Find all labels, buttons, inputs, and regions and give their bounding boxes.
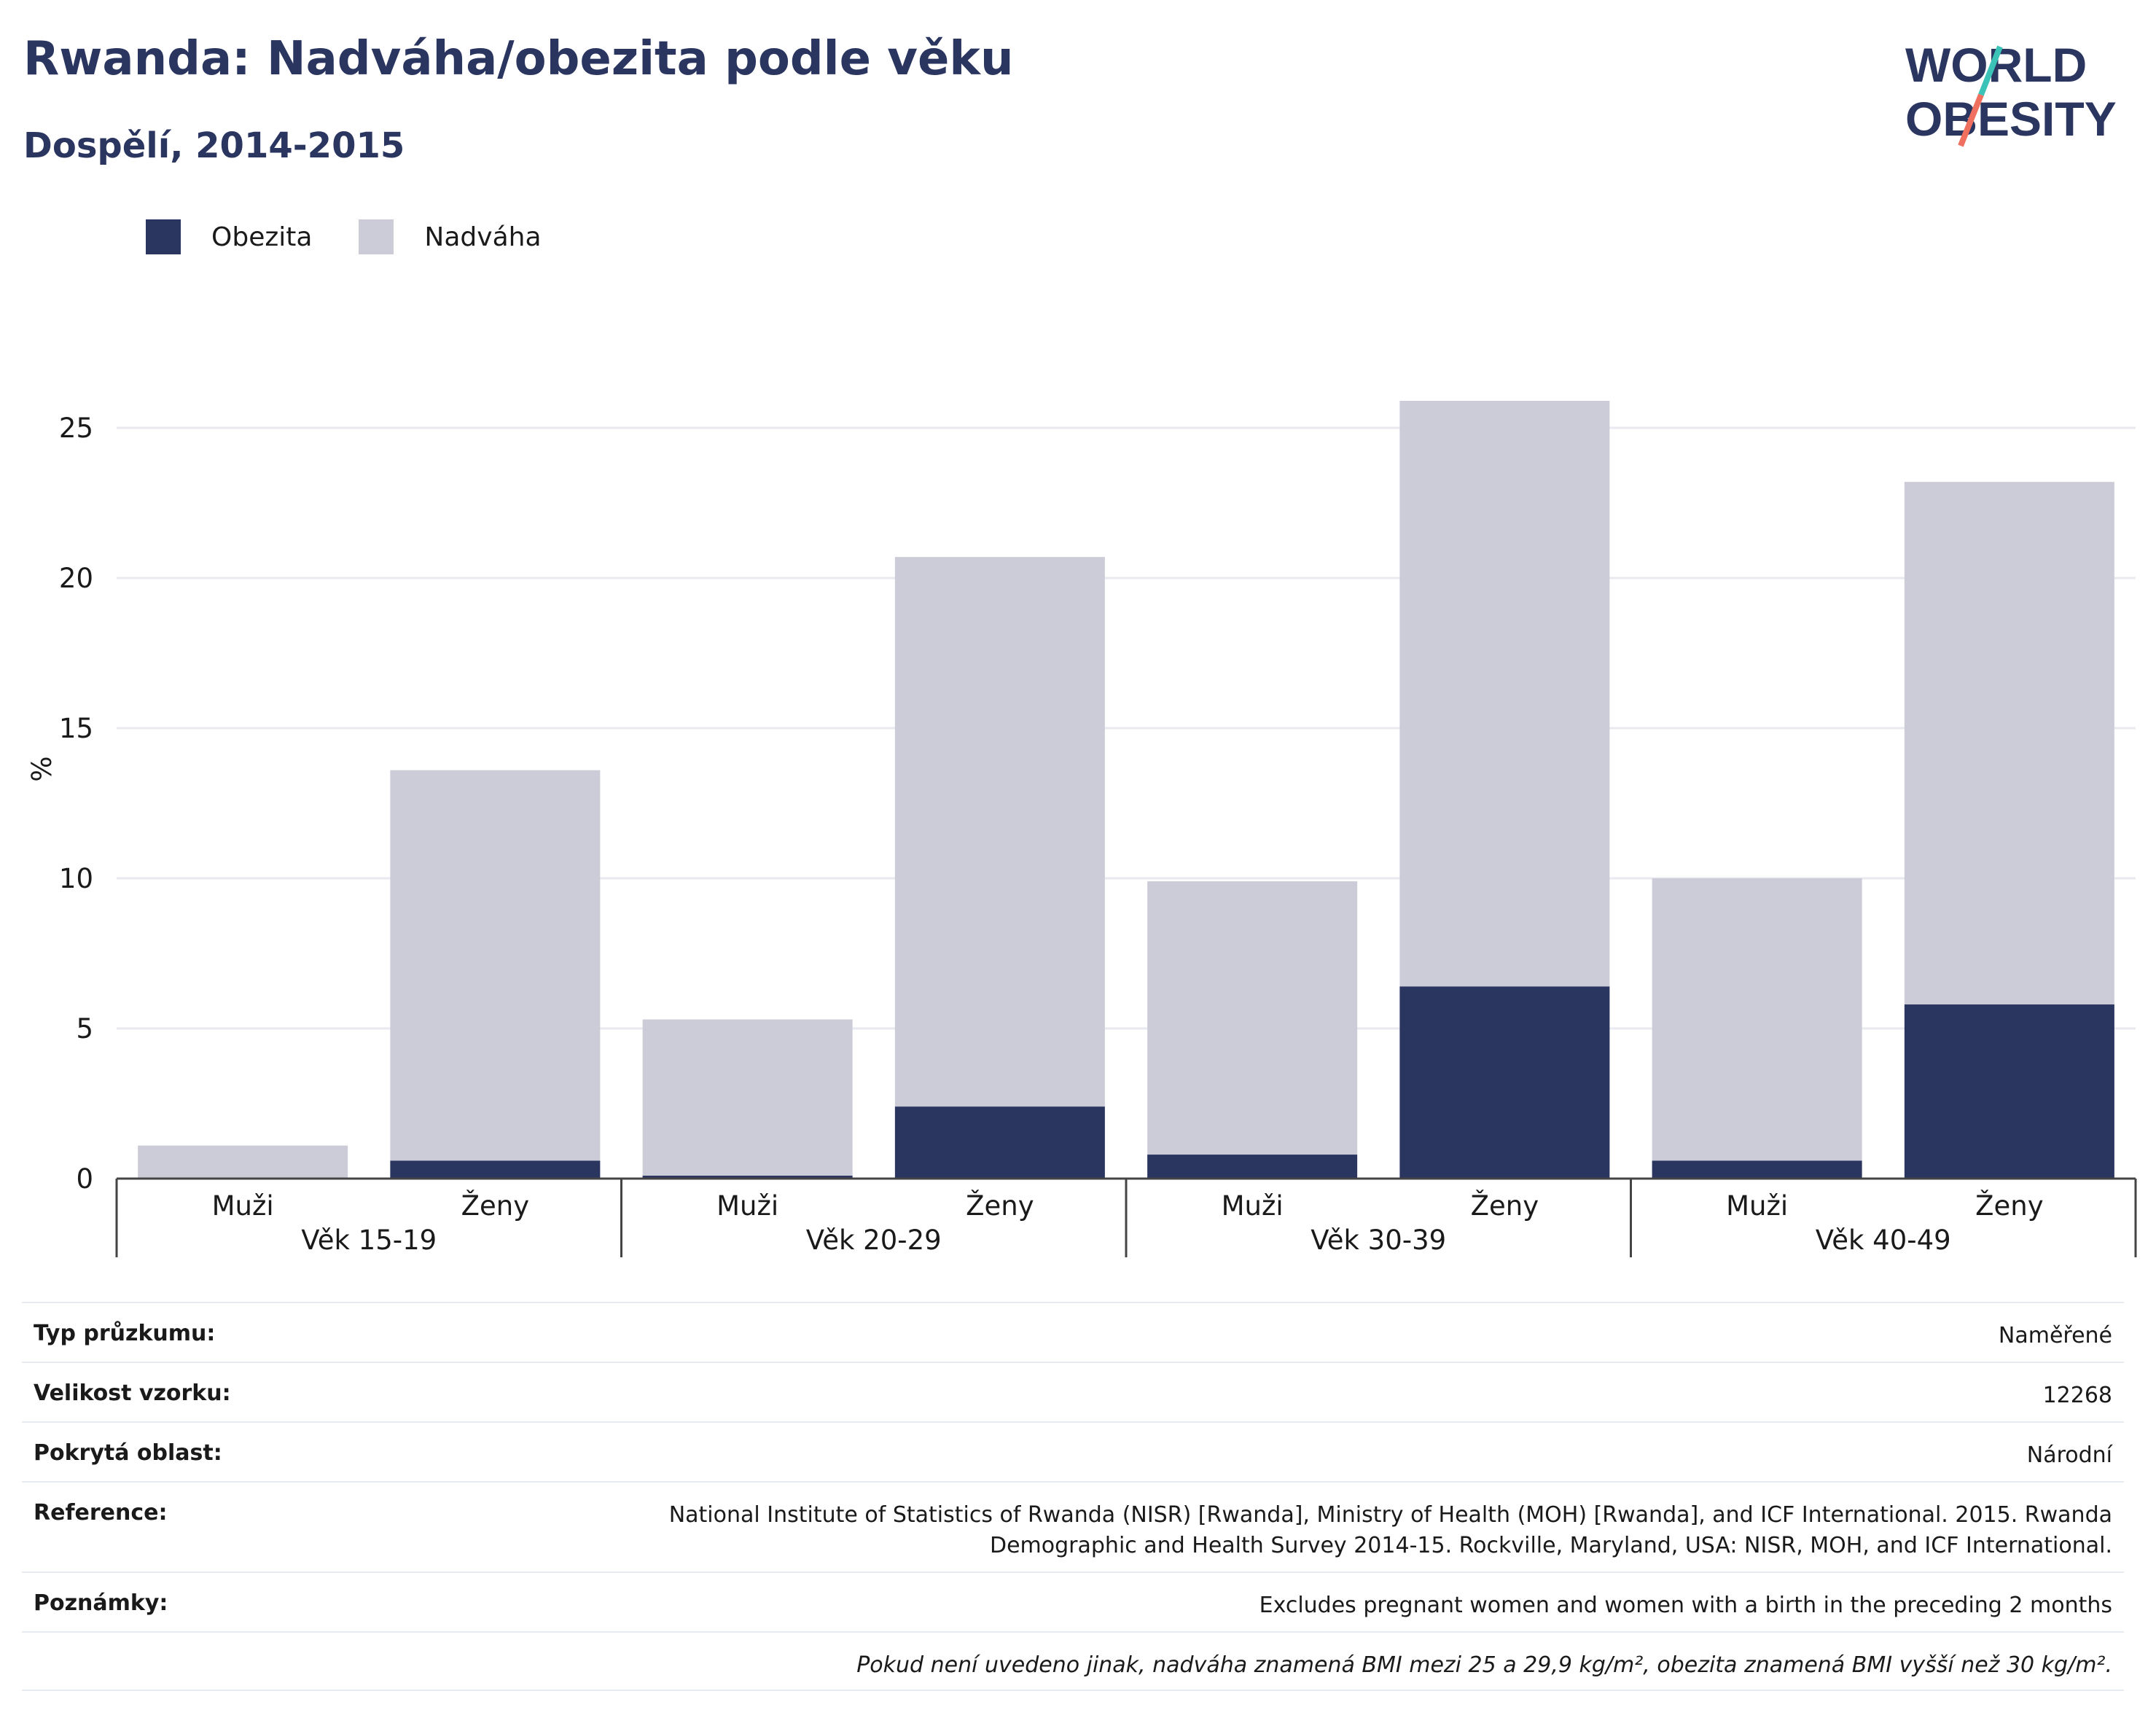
bar-obezita[interactable]: [642, 1175, 853, 1179]
info-value: National Institute of Statistics of Rwan…: [668, 1502, 2112, 1558]
x-tick-label: Ženy: [966, 1190, 1034, 1222]
chart-subtitle: Dospělí, 2014-2015: [23, 125, 405, 166]
info-table: Typ průzkumu: Naměřené Velikost vzorku: …: [22, 1302, 2124, 1691]
bar-nadvaha[interactable]: [1147, 881, 1358, 1155]
stacked-bar-chart: 0 5 10 15 20 25% Muži Ženy Muži Ženy Muži Ženy Muži Ž…: [26, 400, 2137, 1257]
x-tick-label: Ženy: [461, 1190, 529, 1222]
info-value: Excludes pregnant women and women with a…: [1259, 1593, 2112, 1618]
group-label: Věk 15-19: [301, 1225, 437, 1256]
bar-nadvaha[interactable]: [390, 770, 601, 1161]
info-key: Poznámky:: [34, 1590, 168, 1616]
bar-nadvaha[interactable]: [1399, 400, 1610, 987]
info-row-area-covered: Pokrytá oblast: Národní: [22, 1421, 2124, 1481]
footnote: Pokud není uvedeno jinak, nadváha znamen…: [856, 1652, 2112, 1678]
info-row-survey-type: Typ průzkumu: Naměřené: [22, 1302, 2124, 1362]
x-tick-label: Muži: [716, 1190, 778, 1222]
group-label: Věk 40-49: [1816, 1225, 1951, 1256]
bar-obezita[interactable]: [390, 1160, 601, 1179]
legend-item-nadvaha[interactable]: Nadváha: [359, 219, 542, 254]
y-tick-label: 20: [59, 563, 93, 594]
chart-legend: Obezita Nadváha: [146, 219, 588, 255]
bar-obezita[interactable]: [1399, 986, 1610, 1179]
info-row-reference: Reference: National Institute of Statist…: [22, 1481, 2124, 1571]
info-key: Typ průzkumu:: [34, 1321, 216, 1346]
x-tick-label: Muži: [1222, 1190, 1284, 1222]
info-value: Národní: [2026, 1442, 2112, 1468]
info-value: 12268: [2042, 1383, 2112, 1408]
y-tick-label: 25: [59, 413, 93, 444]
legend-item-obezita[interactable]: Obezita: [146, 219, 312, 254]
x-tick-label: Muži: [212, 1190, 274, 1222]
world-obesity-logo: WORLD OBESITY: [1905, 38, 2117, 147]
info-row-sample-size: Velikost vzorku: 12268: [22, 1362, 2124, 1421]
y-tick-label: 15: [59, 713, 93, 744]
bar-obezita[interactable]: [894, 1106, 1105, 1179]
legend-swatch-nadvaha: [359, 219, 394, 254]
legend-swatch-obezita: [146, 219, 181, 254]
info-key: Pokrytá oblast:: [34, 1440, 222, 1466]
bar-nadvaha[interactable]: [1904, 482, 2114, 1005]
y-axis-label: %: [26, 756, 58, 781]
x-tick-label: Ženy: [1975, 1190, 2043, 1222]
bar-nadvaha[interactable]: [1652, 878, 1862, 1161]
bar-nadvaha[interactable]: [894, 557, 1105, 1107]
info-key: Reference:: [34, 1500, 168, 1526]
y-tick-label: 10: [59, 863, 93, 894]
legend-label-obezita: Obezita: [211, 222, 313, 252]
info-key: Velikost vzorku:: [34, 1380, 231, 1406]
chart-title: Rwanda: Nadváha/obezita podle věku: [23, 32, 1014, 86]
y-tick-label: 5: [76, 1013, 93, 1044]
legend-label-nadvaha: Nadváha: [424, 222, 542, 252]
bar-obezita[interactable]: [1904, 1004, 2114, 1179]
svg-text:WORLD: WORLD: [1905, 38, 2087, 92]
info-value: Naměřené: [1998, 1323, 2112, 1348]
bar-obezita[interactable]: [1147, 1155, 1358, 1179]
x-tick-label: Muži: [1726, 1190, 1788, 1222]
bar-nadvaha[interactable]: [138, 1145, 348, 1179]
x-tick-label: Ženy: [1471, 1190, 1539, 1222]
bar-nadvaha[interactable]: [642, 1019, 853, 1176]
svg-text:OBESITY: OBESITY: [1905, 92, 2117, 146]
group-label: Věk 20-29: [806, 1225, 942, 1256]
y-tick-label: 0: [76, 1163, 93, 1195]
info-row-notes: Poznámky: Excludes pregnant women and wo…: [22, 1571, 2124, 1631]
bar-obezita[interactable]: [1652, 1160, 1862, 1179]
info-row-footnote: Pokud není uvedeno jinak, nadváha znamen…: [22, 1631, 2124, 1691]
group-label: Věk 30-39: [1311, 1225, 1446, 1256]
